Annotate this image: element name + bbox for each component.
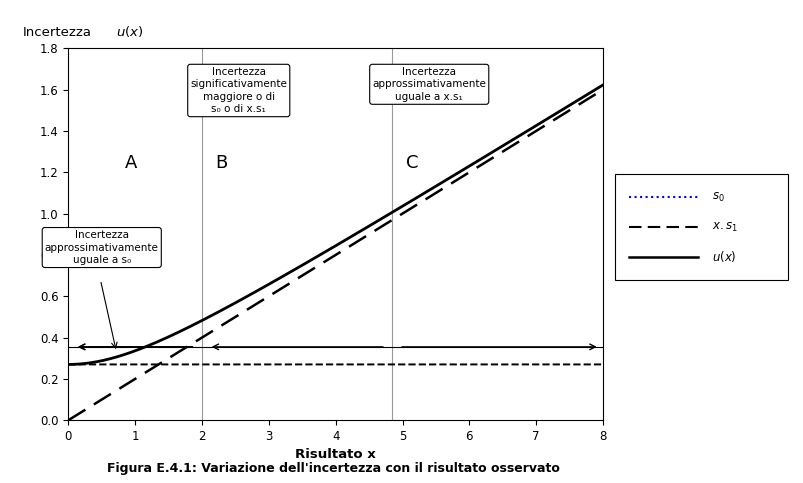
Text: Incertezza
approssimativamente
uguale a x.s₁: Incertezza approssimativamente uguale a … [372, 67, 486, 102]
Text: $s_0$: $s_0$ [711, 191, 724, 204]
Text: Incertezza
significativamente
maggiore o di
s₀ o di x.s₁: Incertezza significativamente maggiore o… [190, 67, 287, 114]
X-axis label: Risultato x: Risultato x [295, 449, 376, 461]
Text: Incertezza
approssimativamente
uguale a s₀: Incertezza approssimativamente uguale a … [45, 230, 158, 265]
Text: B: B [215, 154, 227, 172]
Text: $x.s_1$: $x.s_1$ [711, 220, 737, 234]
Text: $u(x)$: $u(x)$ [116, 24, 144, 39]
Text: Incertezza: Incertezza [22, 26, 92, 39]
FancyBboxPatch shape [614, 174, 787, 280]
Text: $u(x)$: $u(x)$ [711, 249, 736, 264]
Text: C: C [406, 154, 418, 172]
Text: A: A [125, 154, 137, 172]
Text: Figura E.4.1: Variazione dell'incertezza con il risultato osservato: Figura E.4.1: Variazione dell'incertezza… [107, 462, 560, 475]
